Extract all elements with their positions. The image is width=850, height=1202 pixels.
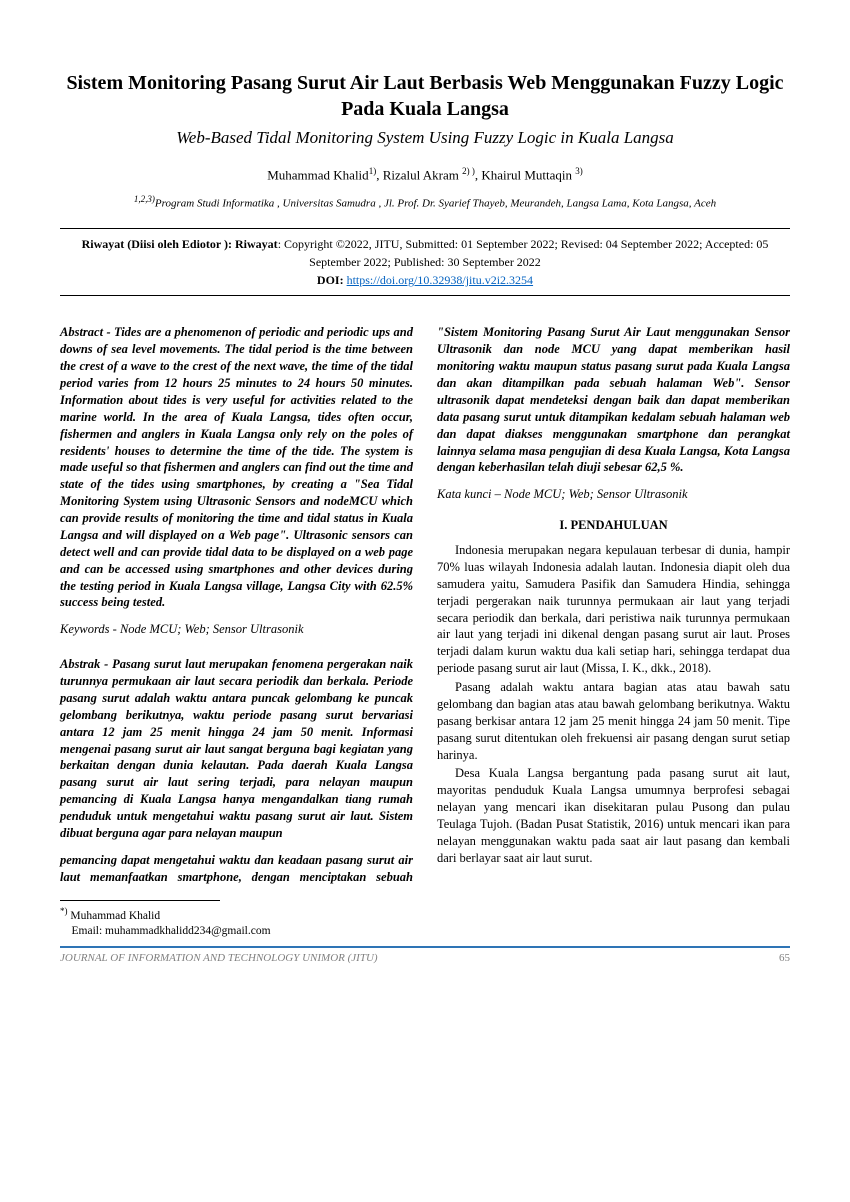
body-p2: Pasang adalah waktu antara bagian atas a… <box>437 679 790 763</box>
author-2: , Rizalul Akram <box>376 167 462 182</box>
corr-name: Muhammad Khalid <box>68 909 161 921</box>
corresponding-author-block: *) Muhammad Khalid Email: muhammadkhalid… <box>60 900 220 940</box>
abstract-indonesian-p1: Abstrak - Pasang surut laut merupakan fe… <box>60 656 413 842</box>
affiliation-text: Program Studi Informatika , Universitas … <box>155 198 716 210</box>
riwayat-label2: : Riwayat <box>228 237 278 251</box>
riwayat-label: Riwayat (Diisi oleh Ediotor ) <box>82 237 228 251</box>
author-3: , Khairul Muttaqin <box>475 167 575 182</box>
affiliation-line: 1,2,3)Program Studi Informatika , Univer… <box>60 193 790 212</box>
journal-name: JOURNAL OF INFORMATION AND TECHNOLOGY UN… <box>60 952 378 964</box>
doi-label: DOI: <box>317 273 344 287</box>
authors-line: Muhammad Khalid1), Rizalul Akram 2) ), K… <box>60 166 790 183</box>
abstract-english: Abstract - Tides are a phenomenon of per… <box>60 324 413 611</box>
author-3-sup: 3) <box>575 166 583 176</box>
paper-title-main: Sistem Monitoring Pasang Surut Air Laut … <box>60 70 790 122</box>
author-2-sup: 2) ) <box>462 166 475 176</box>
paper-title-sub: Web-Based Tidal Monitoring System Using … <box>60 128 790 148</box>
page-footer: JOURNAL OF INFORMATION AND TECHNOLOGY UN… <box>60 946 790 964</box>
affiliation-sup: 1,2,3) <box>134 194 155 204</box>
body-p3: Desa Kuala Langsa bergantung pada pasang… <box>437 765 790 866</box>
author-1: Muhammad Khalid <box>267 167 368 182</box>
doi-link[interactable]: https://doi.org/10.32938/jitu.v2i2.3254 <box>347 273 533 287</box>
two-column-body: Abstract - Tides are a phenomenon of per… <box>60 324 790 885</box>
page-number: 65 <box>779 952 790 964</box>
riwayat-text: : Copyright ©2022, JITU, Submitted: 01 S… <box>278 237 769 269</box>
history-block: Riwayat (Diisi oleh Ediotor ): Riwayat: … <box>60 228 790 296</box>
corr-email: Email: muhammadkhalidd234@gmail.com <box>60 925 271 937</box>
section-1-heading: I. PENDAHULUAN <box>437 517 790 534</box>
corr-sup: *) <box>60 906 68 916</box>
keywords-english: Keywords - Node MCU; Web; Sensor Ultraso… <box>60 621 413 638</box>
body-p1: Indonesia merupakan negara kepulauan ter… <box>437 542 790 677</box>
kata-kunci: Kata kunci – Node MCU; Web; Sensor Ultra… <box>437 486 790 503</box>
